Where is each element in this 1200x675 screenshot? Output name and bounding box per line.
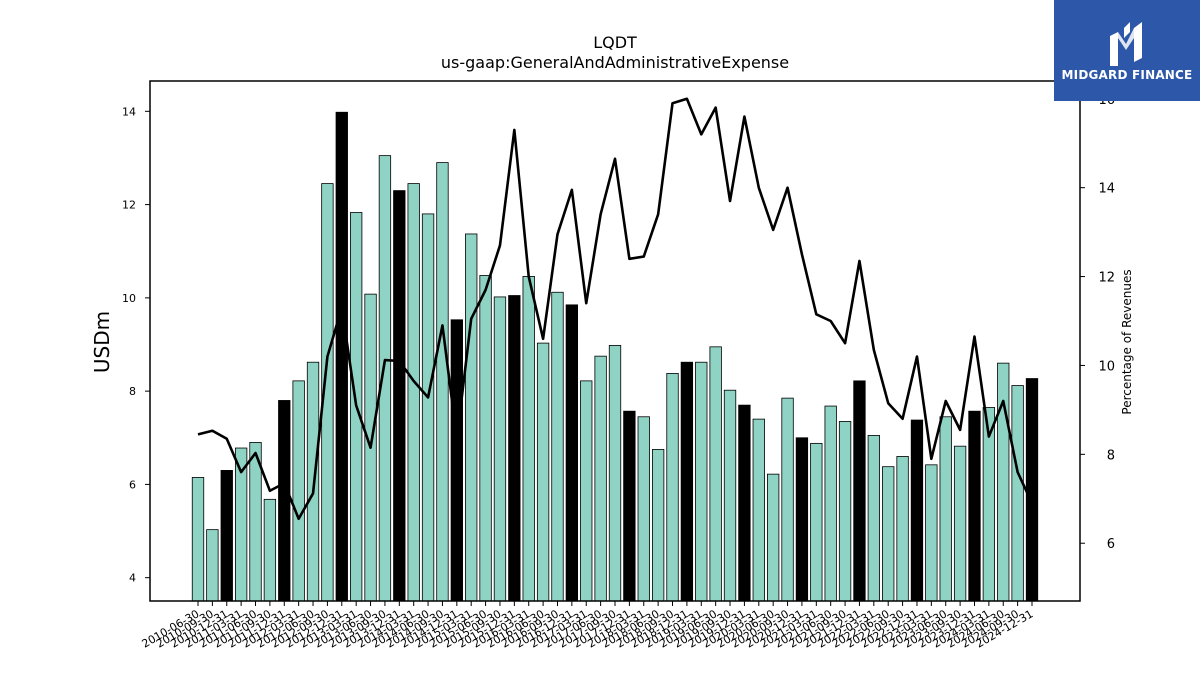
y-tick-label-right: 10 [1098, 359, 1115, 374]
bar [407, 183, 420, 602]
bar [853, 380, 866, 602]
bar [1025, 378, 1039, 602]
bar [191, 477, 205, 602]
bar [493, 296, 507, 602]
bar [220, 470, 233, 602]
percentage-line [197, 97, 1034, 521]
bar [263, 498, 277, 602]
bar [752, 418, 765, 602]
bar [594, 355, 607, 602]
y-tick-label-right: 6 [1107, 537, 1115, 552]
bar [623, 410, 636, 602]
bar-group [191, 111, 1039, 602]
bar [968, 410, 981, 602]
y-tick-label-left: 6 [129, 478, 136, 491]
bar [824, 405, 837, 602]
bar [651, 449, 665, 602]
y-axis-left: 4 6 8 10 12 14 [122, 105, 150, 585]
bar [278, 400, 291, 602]
bar [767, 473, 780, 602]
bar [1011, 385, 1024, 602]
bar [551, 291, 564, 602]
y-tick-label-left: 10 [122, 292, 136, 305]
bar [508, 295, 521, 602]
bar [738, 404, 751, 602]
bar [810, 442, 823, 602]
bar [393, 190, 406, 602]
bar [896, 456, 909, 602]
bar [910, 419, 924, 602]
bar [608, 345, 622, 602]
chart-subtitle: us-gaap:GeneralAndAdministrativeExpense [441, 53, 789, 72]
bar [436, 162, 449, 602]
bar [292, 380, 305, 602]
bar [450, 319, 463, 602]
bar [421, 213, 435, 602]
y-tick-label-right: 8 [1107, 448, 1115, 463]
bar [206, 529, 219, 602]
bar [536, 342, 550, 602]
bar [953, 445, 967, 602]
bar [867, 435, 880, 602]
brand-logo: MIDGARD FINANCE [1054, 0, 1200, 101]
y-tick-label-left: 4 [129, 572, 136, 585]
bar [838, 421, 852, 602]
y-tick-label-right: 14 [1098, 182, 1115, 197]
bar [795, 437, 809, 602]
y-axis-label-left: USDm [90, 311, 114, 373]
bar [695, 361, 708, 602]
bar [465, 233, 478, 602]
y-axis-right: 6810121416 [1080, 93, 1115, 552]
midgard-logo-icon [1110, 22, 1142, 66]
bar [565, 304, 579, 602]
bar [925, 464, 938, 602]
bar [680, 361, 694, 602]
y-tick-label-left: 8 [129, 385, 136, 398]
logo-text: MIDGARD FINANCE [1061, 68, 1193, 82]
chart-title: LQDT [593, 33, 637, 52]
y-tick-label-right: 12 [1098, 271, 1115, 286]
bar [637, 416, 650, 602]
y-tick-label-left: 12 [122, 199, 136, 212]
bar [580, 380, 593, 602]
x-axis: 2010-06-302010-09-302010-12-312011-03-31… [140, 601, 1036, 651]
bar [997, 362, 1010, 602]
bar [882, 466, 895, 602]
y-tick-label-left: 14 [122, 105, 136, 118]
line-series [197, 97, 1034, 521]
y-axis-label-right: Percentage of Revenues [1120, 269, 1134, 414]
bar [781, 397, 794, 602]
bar [335, 111, 348, 602]
bar [723, 389, 737, 602]
bar [939, 416, 952, 602]
bar [709, 346, 722, 602]
bar [479, 275, 492, 602]
bar [666, 373, 679, 602]
bar [522, 276, 535, 602]
